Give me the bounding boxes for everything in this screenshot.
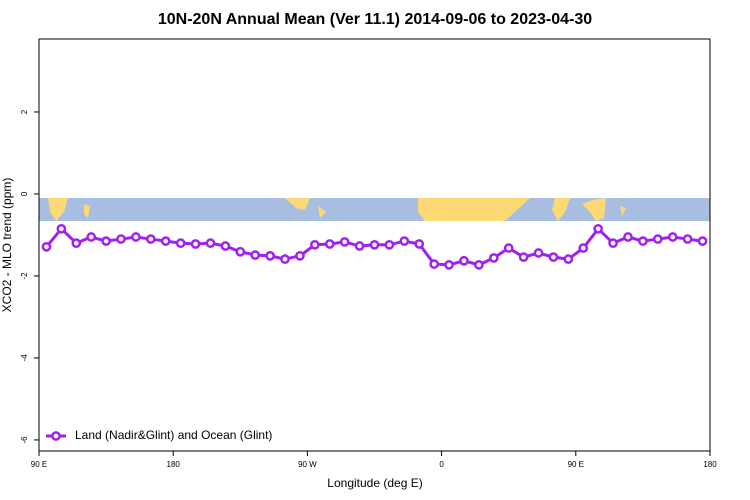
y-tick-label: 2: [20, 109, 29, 114]
point: [623, 232, 633, 242]
point: [369, 239, 380, 250]
point: [563, 254, 574, 264]
x-tick-label: 180: [703, 460, 717, 469]
point: [131, 232, 141, 242]
chart-title: 10N-20N Annual Mean (Ver 11.1) 2014-09-0…: [158, 11, 592, 28]
point: [175, 238, 186, 249]
point: [429, 259, 439, 269]
x-tick-label: 0: [439, 460, 444, 469]
point: [652, 234, 663, 244]
map-band: [39, 198, 710, 221]
plot-frame: [38, 38, 711, 452]
point: [608, 238, 618, 249]
legend-label: Land (Nadir&Glint) and Ocean (Glint): [75, 428, 272, 442]
point: [235, 246, 246, 257]
point: [71, 238, 82, 249]
point: [190, 239, 201, 249]
point: [414, 239, 425, 249]
x-axis-label: Longitude (deg E): [327, 476, 422, 490]
point: [638, 236, 648, 246]
point: [324, 239, 335, 249]
point: [503, 243, 514, 253]
point: [339, 237, 350, 247]
point: [548, 252, 559, 262]
point: [533, 248, 544, 258]
point: [459, 255, 469, 266]
point: [354, 241, 365, 251]
point: [56, 223, 67, 234]
x-tick-label: 90 E: [31, 460, 47, 469]
point: [593, 223, 604, 234]
point: [518, 252, 529, 262]
point: [205, 238, 216, 249]
point: [41, 241, 52, 252]
y-tick-label: -6: [20, 436, 29, 444]
point: [86, 232, 97, 242]
point: [250, 250, 261, 260]
point: [444, 260, 454, 270]
point: [145, 234, 156, 244]
point: [116, 234, 126, 244]
x-tick-label: 90 E: [568, 460, 584, 469]
point: [697, 236, 708, 246]
x-tick-label: 180: [167, 460, 181, 469]
point: [295, 251, 305, 261]
y-axis-label: XCO2 - MLO trend (ppm): [0, 178, 14, 313]
y-tick-label: 0: [20, 191, 29, 196]
point: [384, 239, 395, 250]
point: [488, 253, 499, 263]
point: [682, 234, 693, 244]
point: [399, 236, 410, 246]
legend-marker: [51, 431, 61, 441]
x-tick-label: 90 W: [298, 460, 317, 469]
point: [667, 232, 678, 242]
point: [220, 241, 231, 251]
point: [160, 236, 171, 246]
point: [578, 243, 589, 253]
point: [474, 260, 484, 270]
y-tick-label: -4: [20, 354, 29, 362]
point: [101, 236, 111, 246]
point: [310, 239, 320, 250]
point: [280, 254, 290, 264]
y-tick-label: -2: [20, 272, 29, 280]
point: [265, 251, 275, 261]
